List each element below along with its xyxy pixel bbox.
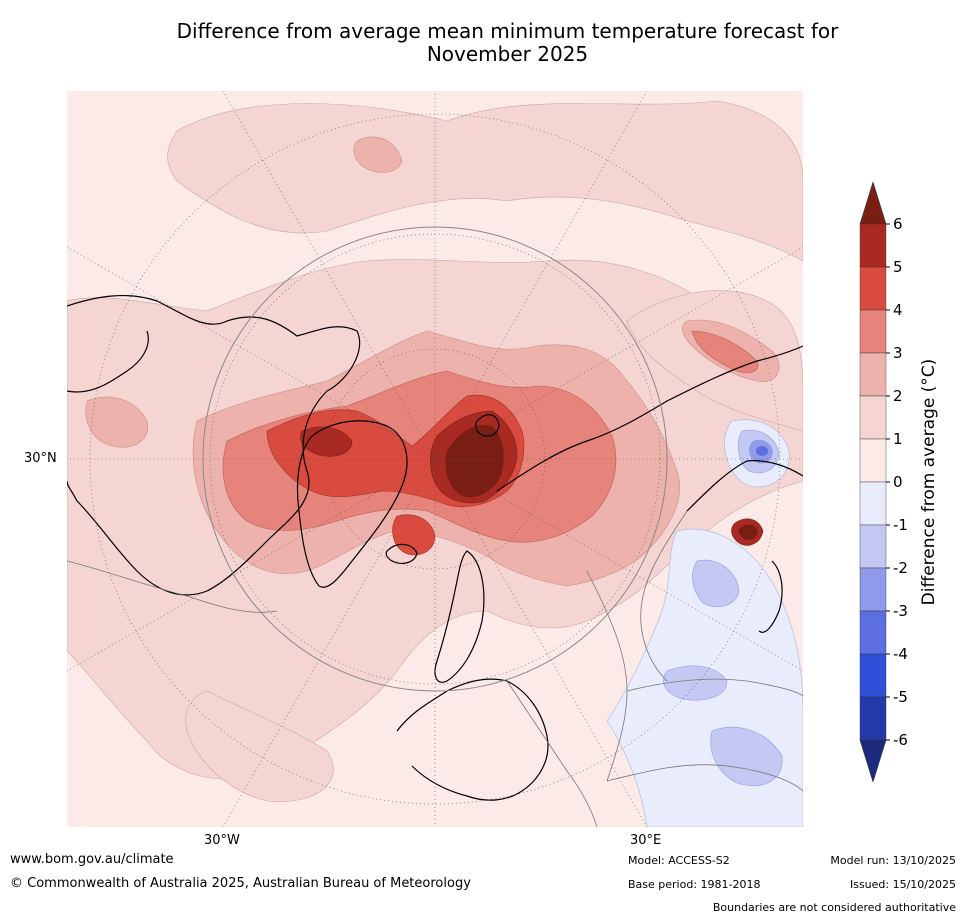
legend-band-5 to 6 [859, 223, 887, 268]
anomaly-zone-over-6-east [738, 524, 758, 541]
legend-tick-label: 2 [893, 387, 903, 405]
graticule-label-30w: 30°W [204, 833, 240, 848]
coastline-japan [758, 560, 783, 633]
coastline-east-asia [686, 460, 803, 512]
legend-tick-label: -1 [893, 516, 908, 534]
anomaly-zone-over-6-arctic [445, 424, 504, 498]
legend-band-<-6 [859, 739, 887, 782]
anomaly-zone-3-4-ne [691, 330, 759, 374]
footer-website: www.bom.gov.au/climate [10, 852, 174, 867]
legend-band-1 to 2 [859, 395, 887, 440]
legend-tick-label: 0 [893, 473, 903, 491]
legend-tick-marks [886, 223, 890, 741]
graticule-label-30n: 30°N [24, 451, 57, 466]
anomaly-zone-minus-2-1-asia-north [692, 559, 740, 607]
footer-model: Model: ACCESS-S2 [628, 854, 730, 867]
legend-tick-label: 4 [893, 301, 903, 319]
latitude-circle-75n [324, 348, 546, 570]
meridian-30w [222, 458, 436, 827]
legend-title: Difference from average (°C) [919, 358, 939, 606]
boundary-europe-east [506, 680, 598, 827]
meridian-150e [434, 91, 648, 460]
anomaly-zone-minus-2-1-asia-south [710, 726, 783, 786]
anomaly-zone-minus-4-3-east [756, 446, 768, 456]
footer-disclaimer: Boundaries are not considered authoritat… [712, 901, 956, 914]
graticule [67, 91, 803, 827]
legend-band-3 to 4 [859, 309, 887, 354]
coastline-svalbard [475, 414, 500, 437]
footer-model-run: Model run: 13/10/2025 [830, 854, 956, 867]
map-title: Difference from average mean minimum tem… [0, 20, 965, 66]
country-boundaries [67, 510, 803, 827]
anomaly-zone-minus-2-1-asia-central [663, 665, 728, 701]
legend-tick-label: -2 [893, 559, 908, 577]
legend-band--2 to -1 [859, 524, 887, 569]
anomaly-map [67, 91, 803, 827]
boundary-china-mongolia [640, 510, 688, 682]
meridian-150w [222, 91, 436, 460]
legend-tick-label: 6 [893, 215, 903, 233]
coastline-scandinavia [434, 550, 485, 683]
coastline-alaska [67, 330, 149, 393]
anomaly-over-6-zones [445, 424, 758, 541]
anomaly-zone-1-2-north [167, 100, 803, 262]
title-line-2: November 2025 [426, 42, 589, 66]
legend-band--1 to 0 [859, 481, 887, 526]
legend-tick-label: -5 [893, 688, 908, 706]
legend-band->6 [859, 182, 887, 225]
legend-band-4 to 5 [859, 266, 887, 311]
legend-color-bands [859, 182, 887, 782]
legend-tick-label: 1 [893, 430, 903, 448]
boundary-kazakhstan [606, 764, 803, 792]
legend-tick-label: -6 [893, 731, 908, 749]
latitude-circle-30n [202, 226, 668, 692]
legend-band--5 to -4 [859, 653, 887, 698]
meridian-60w [67, 458, 436, 672]
footer-base-period: Base period: 1981-2018 [628, 878, 761, 891]
coastline-north-america [67, 294, 361, 596]
anomaly-zone-2-3-west [85, 396, 149, 448]
legend-band--6 to -5 [859, 696, 887, 741]
meridian-120e [434, 246, 803, 460]
meridian-120w [67, 246, 436, 460]
legend-band-2 to 3 [859, 352, 887, 397]
map-canvas [67, 91, 803, 827]
anomaly-zone-1-2-south [185, 690, 334, 802]
legend-tick-label: 5 [893, 258, 903, 276]
legend-band-0 to 1 [859, 438, 887, 483]
legend-band--4 to -3 [859, 610, 887, 655]
legend-tick-label: 3 [893, 344, 903, 362]
meridian-30e [434, 458, 648, 827]
footer-issued: Issued: 15/10/2025 [849, 878, 956, 891]
legend-tick-label: -3 [893, 602, 908, 620]
graticule-label-30e: 30°E [630, 833, 662, 848]
boundary-canada-us [67, 560, 278, 613]
coastline-eurasia-arctic [496, 345, 803, 492]
anomaly-zone-2-3-north [353, 136, 403, 173]
boundary-russia-south [626, 678, 803, 697]
footer-copyright: © Commonwealth of Australia 2025, Austra… [10, 876, 471, 891]
meridian-60e [434, 458, 803, 672]
title-line-1: Difference from average mean minimum tem… [176, 19, 839, 43]
legend-tick-label: -4 [893, 645, 908, 663]
anomaly-minus-4-3-zones [756, 446, 768, 456]
coastline-greenland [296, 420, 408, 588]
legend-colorbar [859, 182, 890, 782]
coastline-iceland [385, 543, 418, 564]
legend-band--3 to -2 [859, 567, 887, 612]
